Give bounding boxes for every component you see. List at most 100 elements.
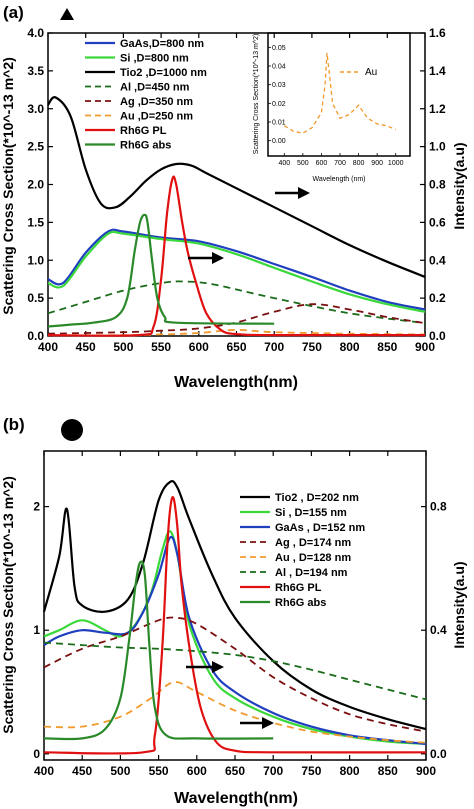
- series-line-4: [43, 681, 427, 744]
- x-tick-label: 850: [377, 340, 397, 354]
- x-tick-label: 450: [72, 764, 92, 778]
- y2-tick-label: 0.2: [429, 291, 446, 305]
- arrow-head-icon: [212, 252, 224, 264]
- y-tick-label: 1.5: [27, 215, 44, 229]
- inset-x-tick-label: 900: [371, 160, 383, 167]
- legend-label-6: Rh6G PL: [275, 582, 322, 594]
- series-line-1: [47, 230, 426, 313]
- panel-a: (a) 400 450 500 550 600 650 700 750 800 850 9000.0…: [0, 3, 467, 391]
- panel-b-y2label: Intensity(a.u): [451, 561, 467, 648]
- series-line-0: [47, 228, 426, 311]
- inset-x-tick-label: 400: [278, 160, 290, 167]
- legend-label-4: Au , D=128 nm: [275, 552, 351, 564]
- inset-ticks: 400 500 600 700 800 900 1000 0.00 0.01 0.02 0.03 0.…: [268, 45, 404, 167]
- panel-a-arrows: [188, 187, 310, 264]
- arrow-head-icon: [298, 187, 310, 199]
- inset-x-tick-label: 1000: [388, 160, 404, 167]
- x-tick-label: 550: [151, 340, 171, 354]
- y2-tick-label: 0.4: [429, 253, 446, 267]
- y2-tick-label: 1.2: [429, 102, 446, 116]
- y2-tick-label: 1.4: [429, 64, 446, 78]
- series-line-0: [42, 480, 427, 731]
- y-tick-label: 2: [33, 500, 40, 514]
- panel-a-ylabel: Scattering Cross Section(*10^-13 m^2): [0, 57, 16, 315]
- inset-x-tick-label: 700: [334, 160, 346, 167]
- panel-b-ticks: 400 450 500 550 600 650 700 750 800 850 900 0 1 2 0.0 0…: [33, 451, 447, 778]
- panel-a-y2label: Intensity(a.u): [451, 142, 467, 229]
- series-line-5: [43, 641, 427, 701]
- legend-label-3: Al ,D=450 nm: [120, 82, 190, 94]
- x-tick-label: 450: [76, 340, 96, 354]
- series-line-2: [47, 96, 426, 278]
- y-tick-label: 0.5: [27, 291, 44, 305]
- y-tick-label: 1: [33, 623, 40, 637]
- legend-label-2: Tio2 ,D=1000 nm: [120, 67, 207, 79]
- series-line-6: [43, 496, 427, 755]
- series-line-3: [43, 616, 427, 733]
- panel-a-label: (a): [3, 3, 24, 22]
- inset-y-tick-label: 0.01: [272, 120, 286, 127]
- x-tick-label: 600: [187, 764, 207, 778]
- y2-tick-label: 0.4: [430, 623, 447, 637]
- y2-tick-label: 0.0: [430, 747, 447, 761]
- x-tick-label: 650: [226, 340, 246, 354]
- x-tick-label: 400: [34, 764, 54, 778]
- inset-chart: 400 500 600 700 800 900 1000 0.00 0.01 0.02 0.03 0.…: [253, 32, 411, 183]
- inset-ylabel: Scattering Cross Section(*10^-13 m^2): [253, 34, 260, 155]
- legend-label-1: Si ,D=800 nm: [120, 53, 189, 65]
- inset-xlabel: Wavelength (nm): [312, 176, 365, 183]
- series-line-6: [47, 175, 426, 337]
- inset-y-tick-label: 0.03: [272, 82, 286, 89]
- y-tick-label: 0: [33, 747, 40, 761]
- legend-label-5: Al , D=194 nm: [275, 567, 348, 579]
- series-line-4: [47, 303, 426, 335]
- arrow-head-icon: [262, 717, 274, 729]
- legend-label-7: Rh6G abs: [120, 140, 171, 152]
- panel-b-arrows: [186, 661, 274, 729]
- panel-a-xlabel: Wavelength(nm): [174, 374, 298, 391]
- panel-b-xlabel: Wavelength(nm): [174, 790, 298, 807]
- inset-y-tick-label: 0.00: [272, 138, 286, 145]
- x-tick-label: 500: [110, 764, 130, 778]
- x-tick-label: 900: [416, 764, 436, 778]
- x-tick-label: 600: [189, 340, 209, 354]
- circle-icon: [61, 419, 83, 441]
- inset-series-au: [283, 52, 396, 134]
- y2-tick-label: 0.8: [429, 178, 446, 192]
- panel-a-series: [47, 96, 426, 337]
- panel-a-ticks: 400 450 500 550 600 650 700 750 800 850 9000.00.51…: [27, 26, 446, 354]
- y-tick-label: 2.5: [27, 140, 44, 154]
- series-line-2: [43, 535, 427, 745]
- legend-label-0: GaAs,D=800 nm: [120, 38, 204, 50]
- arrow-head-icon: [212, 661, 224, 673]
- inset-x-tick-label: 600: [316, 160, 328, 167]
- inset-y-tick-label: 0.05: [272, 45, 286, 52]
- panel-b-ylabel: Scattering Cross Section(*10^-13 m^2): [0, 476, 16, 734]
- panel-a-frame: [47, 32, 426, 337]
- x-tick-label: 850: [378, 764, 398, 778]
- series-line-7: [47, 213, 275, 328]
- y-tick-label: 3.0: [27, 102, 44, 116]
- series-line-7: [43, 560, 274, 741]
- panel-b-legend: Tio2 , D=202 nm Si , D=155 nm GaAs , D=152…: [240, 492, 365, 609]
- x-tick-label: 650: [225, 764, 245, 778]
- legend-label-6: Rh6G PL: [120, 125, 167, 137]
- legend-label-1: Si , D=155 nm: [275, 507, 347, 519]
- y-tick-label: 1.0: [27, 253, 44, 267]
- x-tick-label: 900: [415, 340, 435, 354]
- inset-y-tick-label: 0.02: [272, 101, 286, 108]
- inset-x-tick-label: 800: [353, 160, 365, 167]
- y2-tick-label: 0.8: [430, 500, 447, 514]
- x-tick-label: 800: [340, 764, 360, 778]
- legend-label-4: Ag ,D=350 nm: [120, 96, 193, 108]
- x-tick-label: 750: [301, 764, 321, 778]
- inset-y-tick-label: 0.04: [272, 64, 286, 71]
- legend-label-5: Au ,D=250 nm: [120, 111, 193, 123]
- legend-label-7: Rh6G abs: [275, 597, 326, 609]
- legend-label-0: Tio2 , D=202 nm: [275, 492, 359, 504]
- inset-frame: [267, 32, 411, 157]
- y-tick-label: 0.0: [27, 329, 44, 343]
- x-tick-label: 400: [38, 340, 58, 354]
- y-tick-label: 2.0: [27, 178, 44, 192]
